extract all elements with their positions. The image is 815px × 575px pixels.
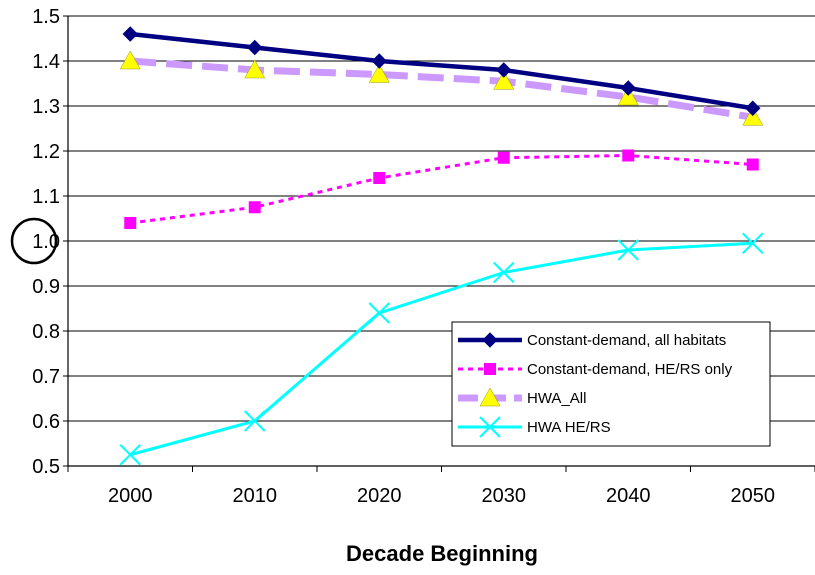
y-tick-label: 0.9: [32, 276, 60, 298]
y-tick-label: 1.0: [32, 231, 60, 253]
data-point: [617, 239, 639, 261]
gridlines: [68, 15, 815, 422]
x-tick-labels: 2000 2010 2020 2030 2040 2050: [108, 485, 775, 507]
data-point: [368, 63, 390, 83]
data-point: [248, 201, 261, 214]
data-point: [620, 80, 636, 96]
legend-entry: HWA_All: [458, 387, 586, 407]
y-tick-label: 1.1: [32, 186, 60, 208]
data-point: [493, 261, 515, 284]
data-point: [742, 106, 764, 126]
data-point: [119, 50, 141, 70]
data-point: [493, 70, 515, 90]
legend-box: [451, 321, 771, 447]
y-tick-label: 1.3: [32, 96, 60, 118]
x-marker-stroke: [479, 416, 501, 438]
x-tick-label: 2020: [357, 485, 402, 507]
legend-swatch-marker: [482, 332, 498, 348]
series-line: [130, 154, 753, 225]
x-marker-stroke: [368, 302, 390, 324]
x-marker-stroke: [493, 261, 515, 284]
legend-swatch-marker: [479, 416, 501, 438]
y-tick-label: 0.5: [32, 456, 60, 478]
series-line: [130, 31, 754, 111]
y-tick-label: 0.7: [32, 366, 60, 388]
series-line: [129, 241, 753, 457]
series-1: [124, 149, 759, 229]
y-tick-label: 1.2: [32, 141, 60, 163]
x-tick-label: 2030: [482, 485, 527, 507]
data-point: [746, 158, 759, 171]
data-point: [244, 410, 266, 432]
legend-label: Constant-demand, all habitats: [527, 332, 726, 349]
y-tick-label: 1.5: [32, 6, 60, 28]
legend-label: Constant-demand, HE/RS only: [527, 361, 733, 378]
x-marker-stroke: [119, 444, 141, 466]
y-tick-label: 0.6: [32, 411, 60, 433]
y-tick-label: 1.4: [32, 51, 60, 73]
highlight-circle: [10, 217, 58, 265]
series-2: [119, 50, 764, 126]
legend-entry: HWA HE/RS: [458, 416, 611, 438]
legend-swatch-marker: [484, 363, 496, 375]
data-point: [124, 217, 137, 229]
data-point: [742, 232, 764, 254]
legend-swatch-marker: [479, 387, 501, 407]
legend: Constant-demand, all habitats Constant-de…: [451, 321, 771, 447]
series-3: [119, 232, 764, 466]
data-point: [497, 151, 510, 164]
x-marker-stroke: [742, 232, 764, 254]
data-point: [745, 100, 761, 116]
data-point: [368, 302, 390, 324]
data-point: [622, 149, 635, 162]
series-line: [129, 57, 754, 121]
x-tick-label: 2050: [731, 485, 776, 507]
x-tick-label: 2040: [606, 485, 651, 507]
x-axis-title: Decade Beginning: [346, 541, 538, 566]
series-0: [122, 26, 761, 116]
legend-label: HWA HE/RS: [527, 419, 611, 436]
data-point: [373, 172, 386, 184]
x-marker-stroke: [617, 239, 639, 261]
axes: [63, 15, 815, 472]
data-point: [119, 444, 141, 466]
x-marker-stroke: [244, 410, 266, 432]
data-point: [371, 53, 387, 69]
data-point: [122, 26, 138, 42]
legend-entry: Constant-demand, all habitats: [458, 332, 726, 349]
x-tick-label: 2000: [108, 485, 153, 507]
y-tick-label: 0.8: [32, 321, 60, 343]
legend-entry: Constant-demand, HE/RS only: [458, 361, 733, 378]
data-point: [247, 39, 263, 56]
data-point: [244, 59, 266, 79]
series: [119, 26, 764, 466]
y-tick-labels: 0.5 0.6 0.7 0.8 0.9 1.0 1.1 1.2 1.3 1.4 1.5: [10, 6, 60, 478]
x-tick-label: 2010: [233, 485, 278, 507]
data-point: [496, 62, 512, 78]
data-point: [617, 86, 639, 106]
legend-label: HWA_All: [527, 390, 586, 407]
